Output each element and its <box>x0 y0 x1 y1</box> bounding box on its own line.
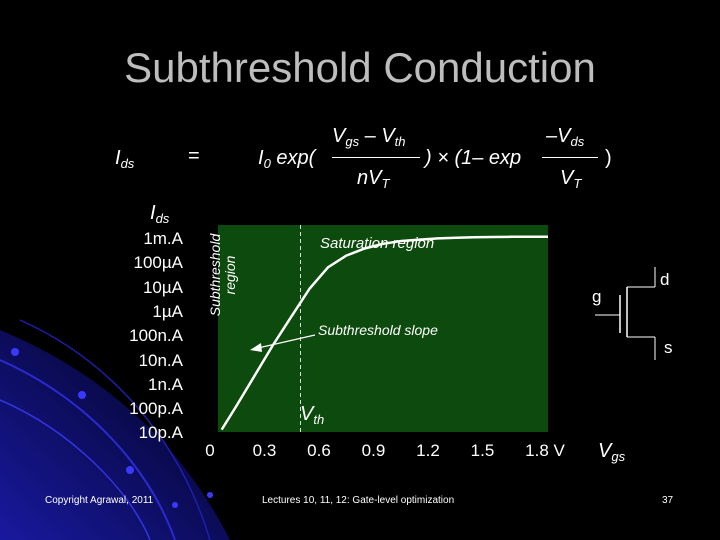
gate-terminal-label: g <box>592 287 602 306</box>
x-tick-label: 0.9 <box>361 441 386 460</box>
x-tick-label: 1.2 <box>416 441 440 460</box>
slide-title: Subthreshold Conduction <box>124 44 596 91</box>
x-axis-label: Vgs <box>598 440 626 464</box>
y-tick-label: 1m.A <box>143 229 183 248</box>
y-axis-label: Ids <box>150 202 170 226</box>
equation-close: ) <box>605 147 612 169</box>
equation-numerator-1: Vgs – Vth <box>332 125 406 149</box>
y-tick-label: 10µA <box>142 277 183 297</box>
source-terminal-label: s <box>664 338 673 357</box>
y-tick-label: 100p.A <box>129 399 183 419</box>
plot-area <box>218 225 548 432</box>
y-tick-label: 1n.A <box>148 374 183 394</box>
equation-denominator-2: VT <box>560 167 582 191</box>
x-tick-label: 1.8 V <box>525 441 565 460</box>
equation-numerator-2: –Vds <box>546 125 585 149</box>
subthreshold-region-label: Subthreshold region <box>207 233 238 317</box>
id-vgs-curve <box>220 235 548 431</box>
y-tick-label: 100µA <box>133 253 184 273</box>
nmos-transistor-icon <box>595 267 656 360</box>
fraction-bar-2 <box>542 157 598 158</box>
equation-denominator-1: nVT <box>357 167 390 191</box>
equation-middle: ) × (1– exp <box>425 147 522 169</box>
equation-lhs: Ids <box>115 147 135 171</box>
y-tick-label: 10n.A <box>138 350 183 370</box>
subthreshold-slope-label: Subthreshold slope <box>318 322 438 338</box>
y-tick-label: 1µA <box>152 301 183 321</box>
fraction-bar-1 <box>332 157 420 158</box>
footer-page-number: 37 <box>662 495 674 506</box>
x-tick-label: 0 <box>205 441 215 460</box>
x-tick-label: 0.3 <box>252 441 277 460</box>
y-tick-label: 10p.A <box>138 423 183 443</box>
footer-copyright: Copyright Agrawal, 2011 <box>45 495 154 506</box>
x-tick-label: 0.6 <box>307 441 331 460</box>
y-tick-label: 100n.A <box>129 326 183 346</box>
equation-i0-exp: I0 exp( <box>258 147 316 171</box>
subthreshold-slope-arrowhead <box>250 343 262 352</box>
subthreshold-slope-arrow <box>257 334 316 349</box>
drain-terminal-label: d <box>660 270 670 289</box>
x-tick-label: 1.5 <box>470 441 495 460</box>
saturation-region-label: Saturation region <box>320 235 435 252</box>
equation-equals: = <box>188 145 200 167</box>
vth-label: Vth <box>300 403 325 427</box>
footer-lecture: Lectures 10, 11, 12: Gate-level optimiza… <box>262 495 455 506</box>
